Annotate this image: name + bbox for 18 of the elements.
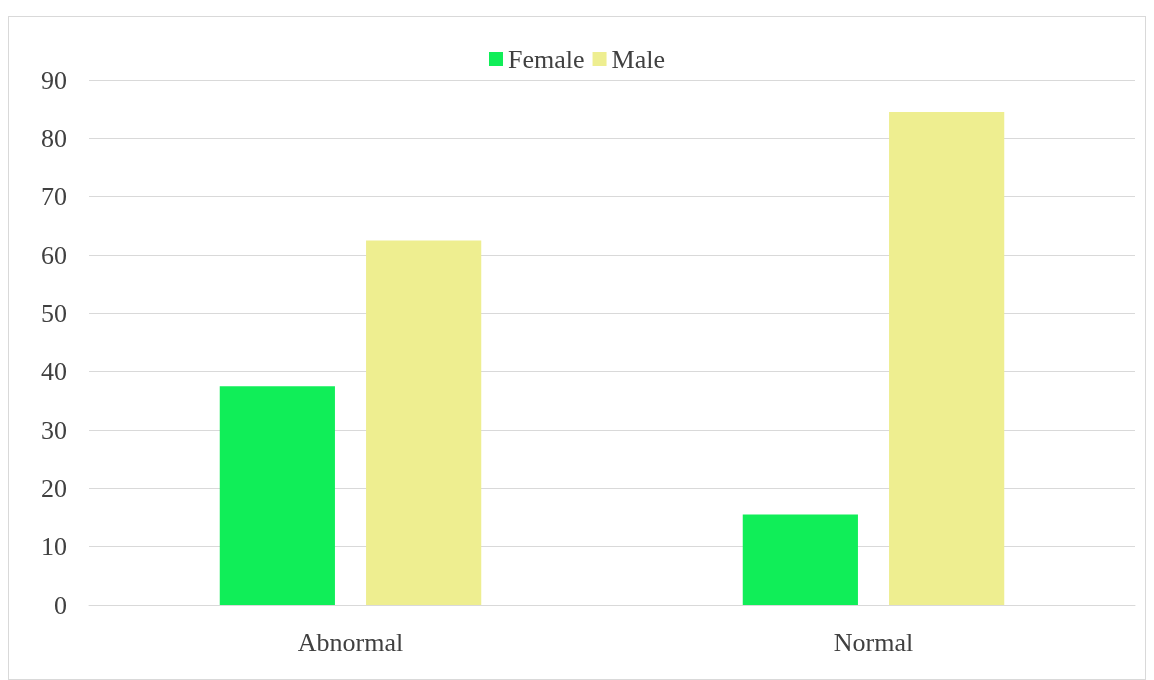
y-tick-label: 10: [41, 532, 67, 562]
y-tick-label: 0: [54, 590, 67, 620]
y-tick-label: 70: [41, 182, 67, 212]
x-tick-label: Normal: [833, 627, 914, 657]
y-tick-label: 20: [41, 473, 67, 503]
bar: [742, 514, 858, 605]
bar: [366, 240, 482, 605]
bar: [889, 112, 1005, 605]
y-tick-label: 60: [41, 240, 67, 270]
y-tick-label: 50: [41, 298, 67, 328]
x-tick-label: Abnormal: [297, 627, 404, 657]
y-tick-label: 90: [41, 65, 67, 95]
legend-label: Female: [508, 44, 585, 74]
bar: [219, 386, 335, 605]
y-tick-label: 80: [41, 123, 67, 153]
y-tick-label: 40: [41, 357, 67, 387]
y-tick-label: 30: [41, 415, 67, 445]
legend-label: Male: [611, 44, 665, 74]
